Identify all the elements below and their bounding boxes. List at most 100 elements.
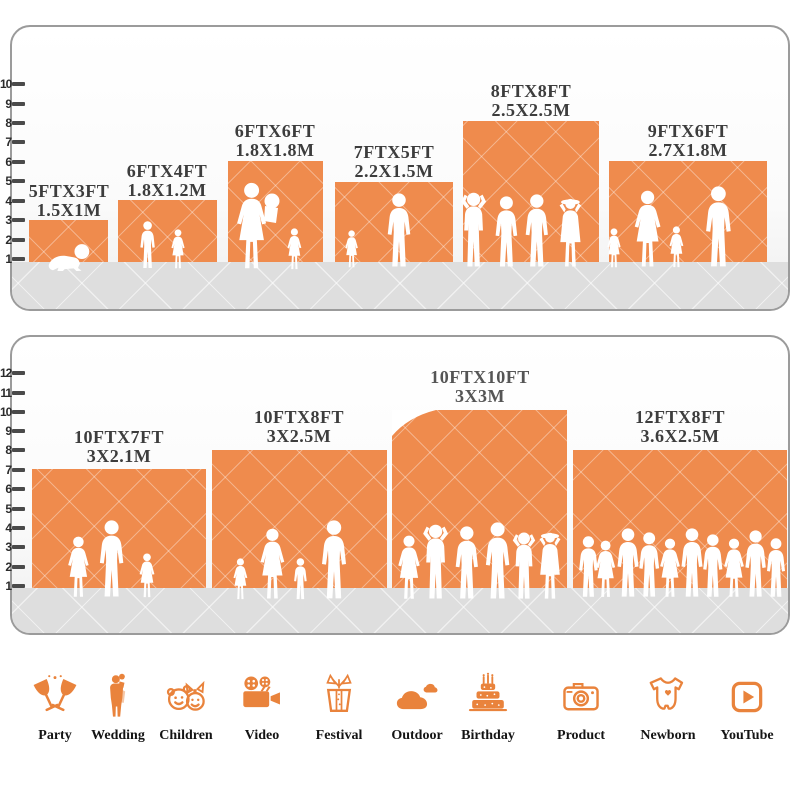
ruler-dash [12, 468, 25, 472]
people-silhouette [237, 182, 302, 270]
category-label: Party [38, 728, 72, 743]
ruler-dash [12, 199, 25, 203]
ruler-tick: 7 [0, 134, 25, 150]
ruler-label: 3 [5, 540, 12, 554]
ruler-dash [12, 487, 25, 491]
backdrop-label: 6FTX4FT 1.8X1.2M [72, 162, 262, 200]
floor-strip [12, 588, 788, 633]
ruler-tick: 1 [0, 578, 25, 594]
backdrop-size-m: 2.7X1.8M [648, 140, 728, 160]
backdrop-rect-5x3 [29, 220, 108, 262]
birthday-cake-icon [465, 672, 511, 718]
ruler-tick: 6 [0, 154, 25, 170]
youtube-play-icon [724, 674, 770, 720]
ruler-dash [12, 102, 25, 106]
ruler-tick: 5 [0, 501, 25, 517]
ruler-dash [12, 82, 25, 86]
ruler-tick: 9 [0, 423, 25, 439]
clouds-icon [394, 676, 440, 722]
backdrop-size-m: 3X2.1M [86, 446, 152, 466]
ruler-label: 4 [5, 194, 12, 208]
people-silhouette [398, 522, 561, 599]
ruler-dash [12, 526, 25, 530]
baby-silhouette [48, 244, 90, 271]
ruler-label: 5 [5, 174, 12, 188]
ruler-dash [12, 391, 25, 395]
ruler-tick: 2 [0, 559, 25, 575]
ruler-tick: 10 [0, 76, 25, 92]
ruler-dash [12, 565, 25, 569]
backdrop-rect-10x10 [392, 410, 567, 588]
backdrop-size-ft: 8FTX8FT [490, 81, 572, 101]
backdrop-rect-6x4 [118, 200, 217, 262]
backdrop-size-ft: 7FTX5FT [353, 142, 435, 162]
backdrop-size-m: 2.2X1.5M [354, 161, 434, 181]
ruler-tick: 11 [0, 385, 25, 401]
ruler-dash [12, 584, 25, 588]
backdrop-rect-10x7 [32, 469, 206, 588]
floor-strip [12, 262, 788, 309]
ruler-label: 8 [5, 443, 12, 457]
ruler-label: 7 [5, 463, 12, 477]
backdrop-size-m: 3.6X2.5M [640, 426, 720, 446]
backdrop-label: 12FTX8FT 3.6X2.5M [585, 408, 775, 446]
gift-box-icon [316, 672, 362, 718]
backdrop-label: 10FTX8FT 3X2.5M [204, 408, 394, 446]
ruler-dash [12, 121, 25, 125]
backdrop-label: 5FTX3FT 1.5X1M [0, 182, 164, 220]
category-label: Festival [315, 728, 363, 743]
ruler-tick: 1 [0, 251, 25, 267]
ruler-tick: 4 [0, 193, 25, 209]
ruler-label: 2 [5, 560, 12, 574]
camera-icon [558, 674, 604, 720]
backdrop-size-m: 1.5X1M [36, 200, 102, 220]
backdrop-size-ft: 12FTX8FT [634, 407, 725, 427]
ruler-label: 1 [5, 579, 12, 593]
ruler-dash [12, 238, 25, 242]
people-silhouette [345, 193, 411, 268]
backdrop-label: 8FTX8FT 2.5X2.5M [436, 82, 626, 120]
ruler-dash [12, 160, 25, 164]
ruler-dash [12, 410, 25, 414]
ruler-label: 9 [5, 97, 12, 111]
backdrop-size-m: 1.8X1.2M [127, 180, 207, 200]
people-silhouette [607, 186, 731, 268]
backdrop-size-ft: 5FTX3FT [28, 181, 110, 201]
ruler-label: 6 [5, 155, 12, 169]
backdrop-label: 9FTX6FT 2.7X1.8M [593, 122, 783, 160]
people-silhouette [140, 221, 185, 269]
backdrop-label: 6FTX6FT 1.8X1.8M [180, 122, 370, 160]
ruler-label: 9 [5, 424, 12, 438]
ruler-tick: 3 [0, 539, 25, 555]
ruler-tick: 3 [0, 212, 25, 228]
ruler-dash [12, 218, 25, 222]
ruler-label: 4 [5, 521, 12, 535]
children-faces-icon [163, 674, 209, 720]
ruler-tick: 9 [0, 96, 25, 112]
ruler-label: 6 [5, 482, 12, 496]
ruler-label: 11 [0, 386, 12, 400]
backdrop-rect-9x6 [609, 161, 767, 262]
people-silhouette [68, 520, 155, 598]
ruler-dash [12, 371, 25, 375]
backdrop-size-m: 1.8X1.8M [235, 140, 315, 160]
people-silhouette [233, 520, 346, 600]
ruler-tick: 7 [0, 462, 25, 478]
backdrop-label: 7FTX5FT 2.2X1.5M [299, 143, 489, 181]
backdrop-size-m: 3X2.5M [266, 426, 332, 446]
backdrop-size-ft: 10FTX10FT [430, 367, 530, 387]
backdrop-size-ft: 6FTX4FT [126, 161, 208, 181]
ruler-dash [12, 257, 25, 261]
backdrop-size-ft: 9FTX6FT [647, 121, 729, 141]
party-glasses-icon [32, 674, 78, 720]
ruler-label: 7 [5, 135, 12, 149]
ruler-tick: 8 [0, 115, 25, 131]
ruler-dash [12, 448, 25, 452]
ruler-label: 12 [0, 366, 12, 380]
ruler-tick: 12 [0, 365, 25, 381]
backdrop-label: 10FTX10FT 3X3M [385, 368, 575, 406]
ruler-dash [12, 429, 25, 433]
ruler-dash [12, 140, 25, 144]
ruler-tick: 10 [0, 404, 25, 420]
